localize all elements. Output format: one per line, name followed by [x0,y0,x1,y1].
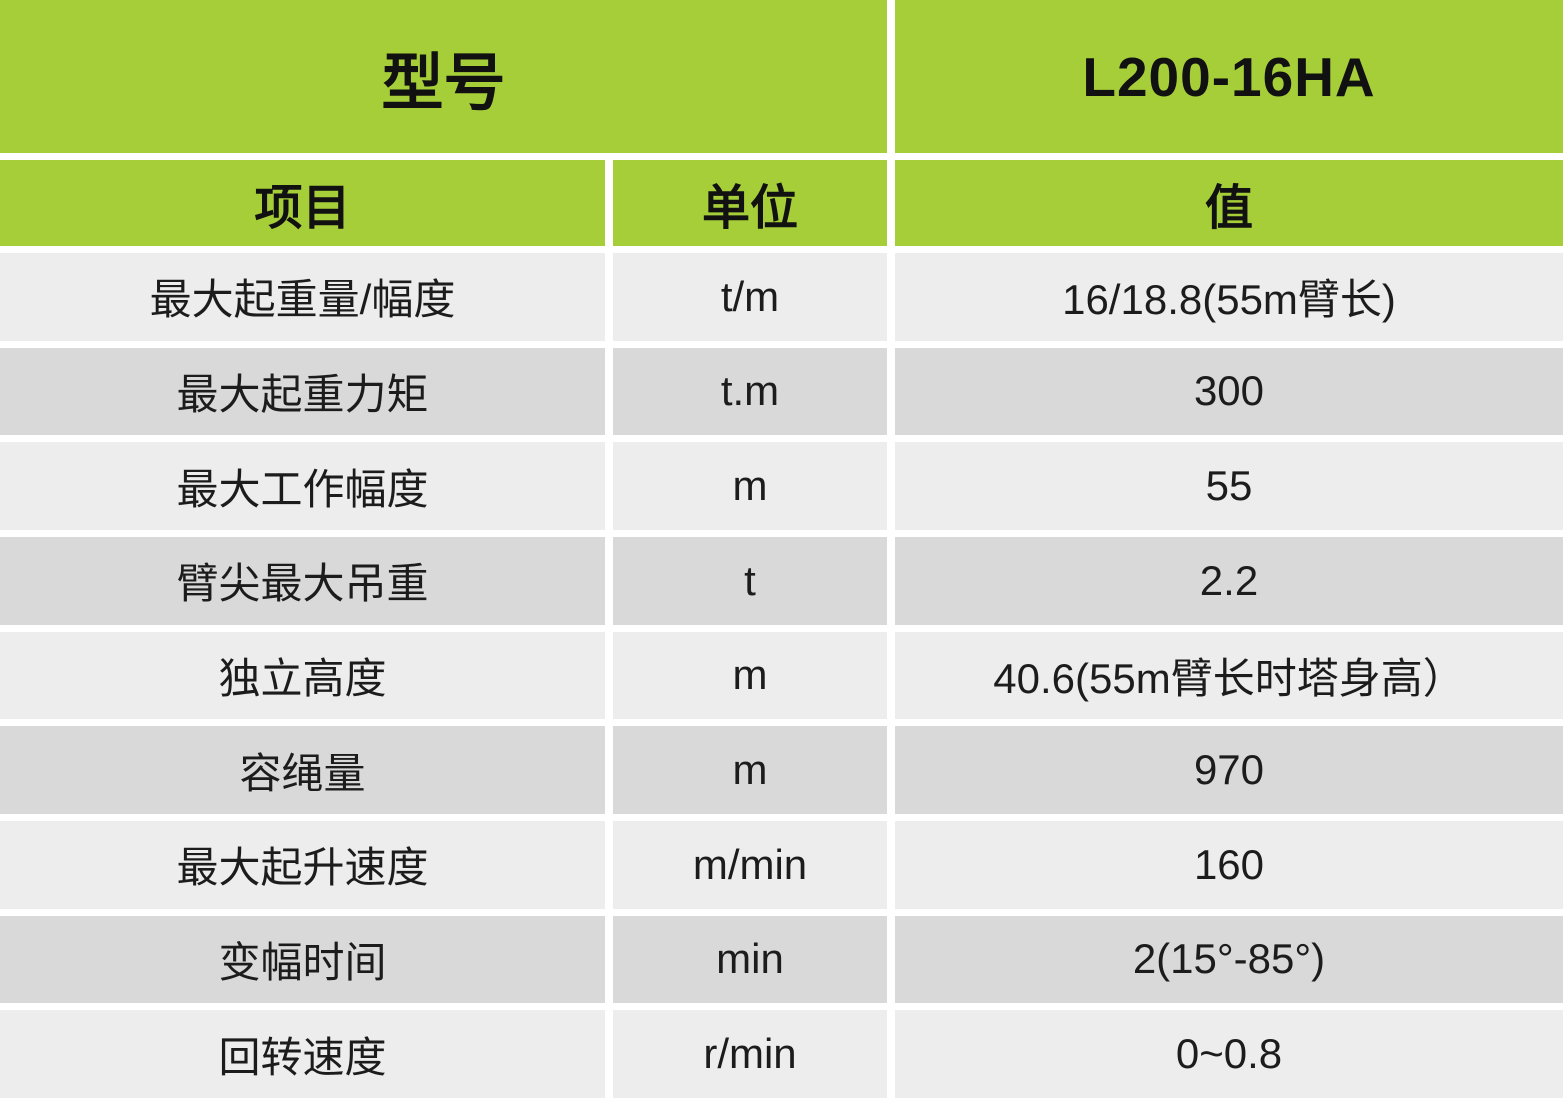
model-header-cell: 型号 [0,0,887,153]
unit-cell: t/m [613,253,887,341]
unit-cell: min [613,915,887,1004]
value-cell: 16/18.8(55m臂长) [895,253,1563,341]
item-cell: 最大起升速度 [0,820,605,909]
item-cell: 变幅时间 [0,915,605,1004]
unit-cell: t.m [613,347,887,436]
value-cell: 970 [895,726,1563,814]
item-cell: 回转速度 [0,1010,605,1098]
value-cell: 0~0.8 [895,1010,1563,1098]
value-cell: 55 [895,442,1563,530]
item-cell: 最大起重力矩 [0,347,605,436]
item-cell: 臂尖最大吊重 [0,536,605,625]
column-header-value: 值 [895,160,1563,246]
unit-cell: r/min [613,1010,887,1098]
item-cell: 最大起重量/幅度 [0,253,605,341]
unit-cell: m [613,442,887,530]
model-value-cell: L200-16HA [895,0,1563,153]
unit-cell: t [613,536,887,625]
value-cell: 300 [895,347,1563,436]
unit-cell: m [613,726,887,814]
value-cell: 160 [895,820,1563,909]
item-cell: 独立高度 [0,631,605,720]
unit-cell: m/min [613,820,887,909]
column-header-unit: 单位 [613,160,887,246]
item-cell: 最大工作幅度 [0,442,605,530]
value-cell: 2.2 [895,536,1563,625]
value-cell: 40.6(55m臂长时塔身高） [895,631,1563,720]
column-header-item: 项目 [0,160,605,246]
value-cell: 2(15°-85°) [895,915,1563,1004]
item-cell: 容绳量 [0,726,605,814]
unit-cell: m [613,631,887,720]
